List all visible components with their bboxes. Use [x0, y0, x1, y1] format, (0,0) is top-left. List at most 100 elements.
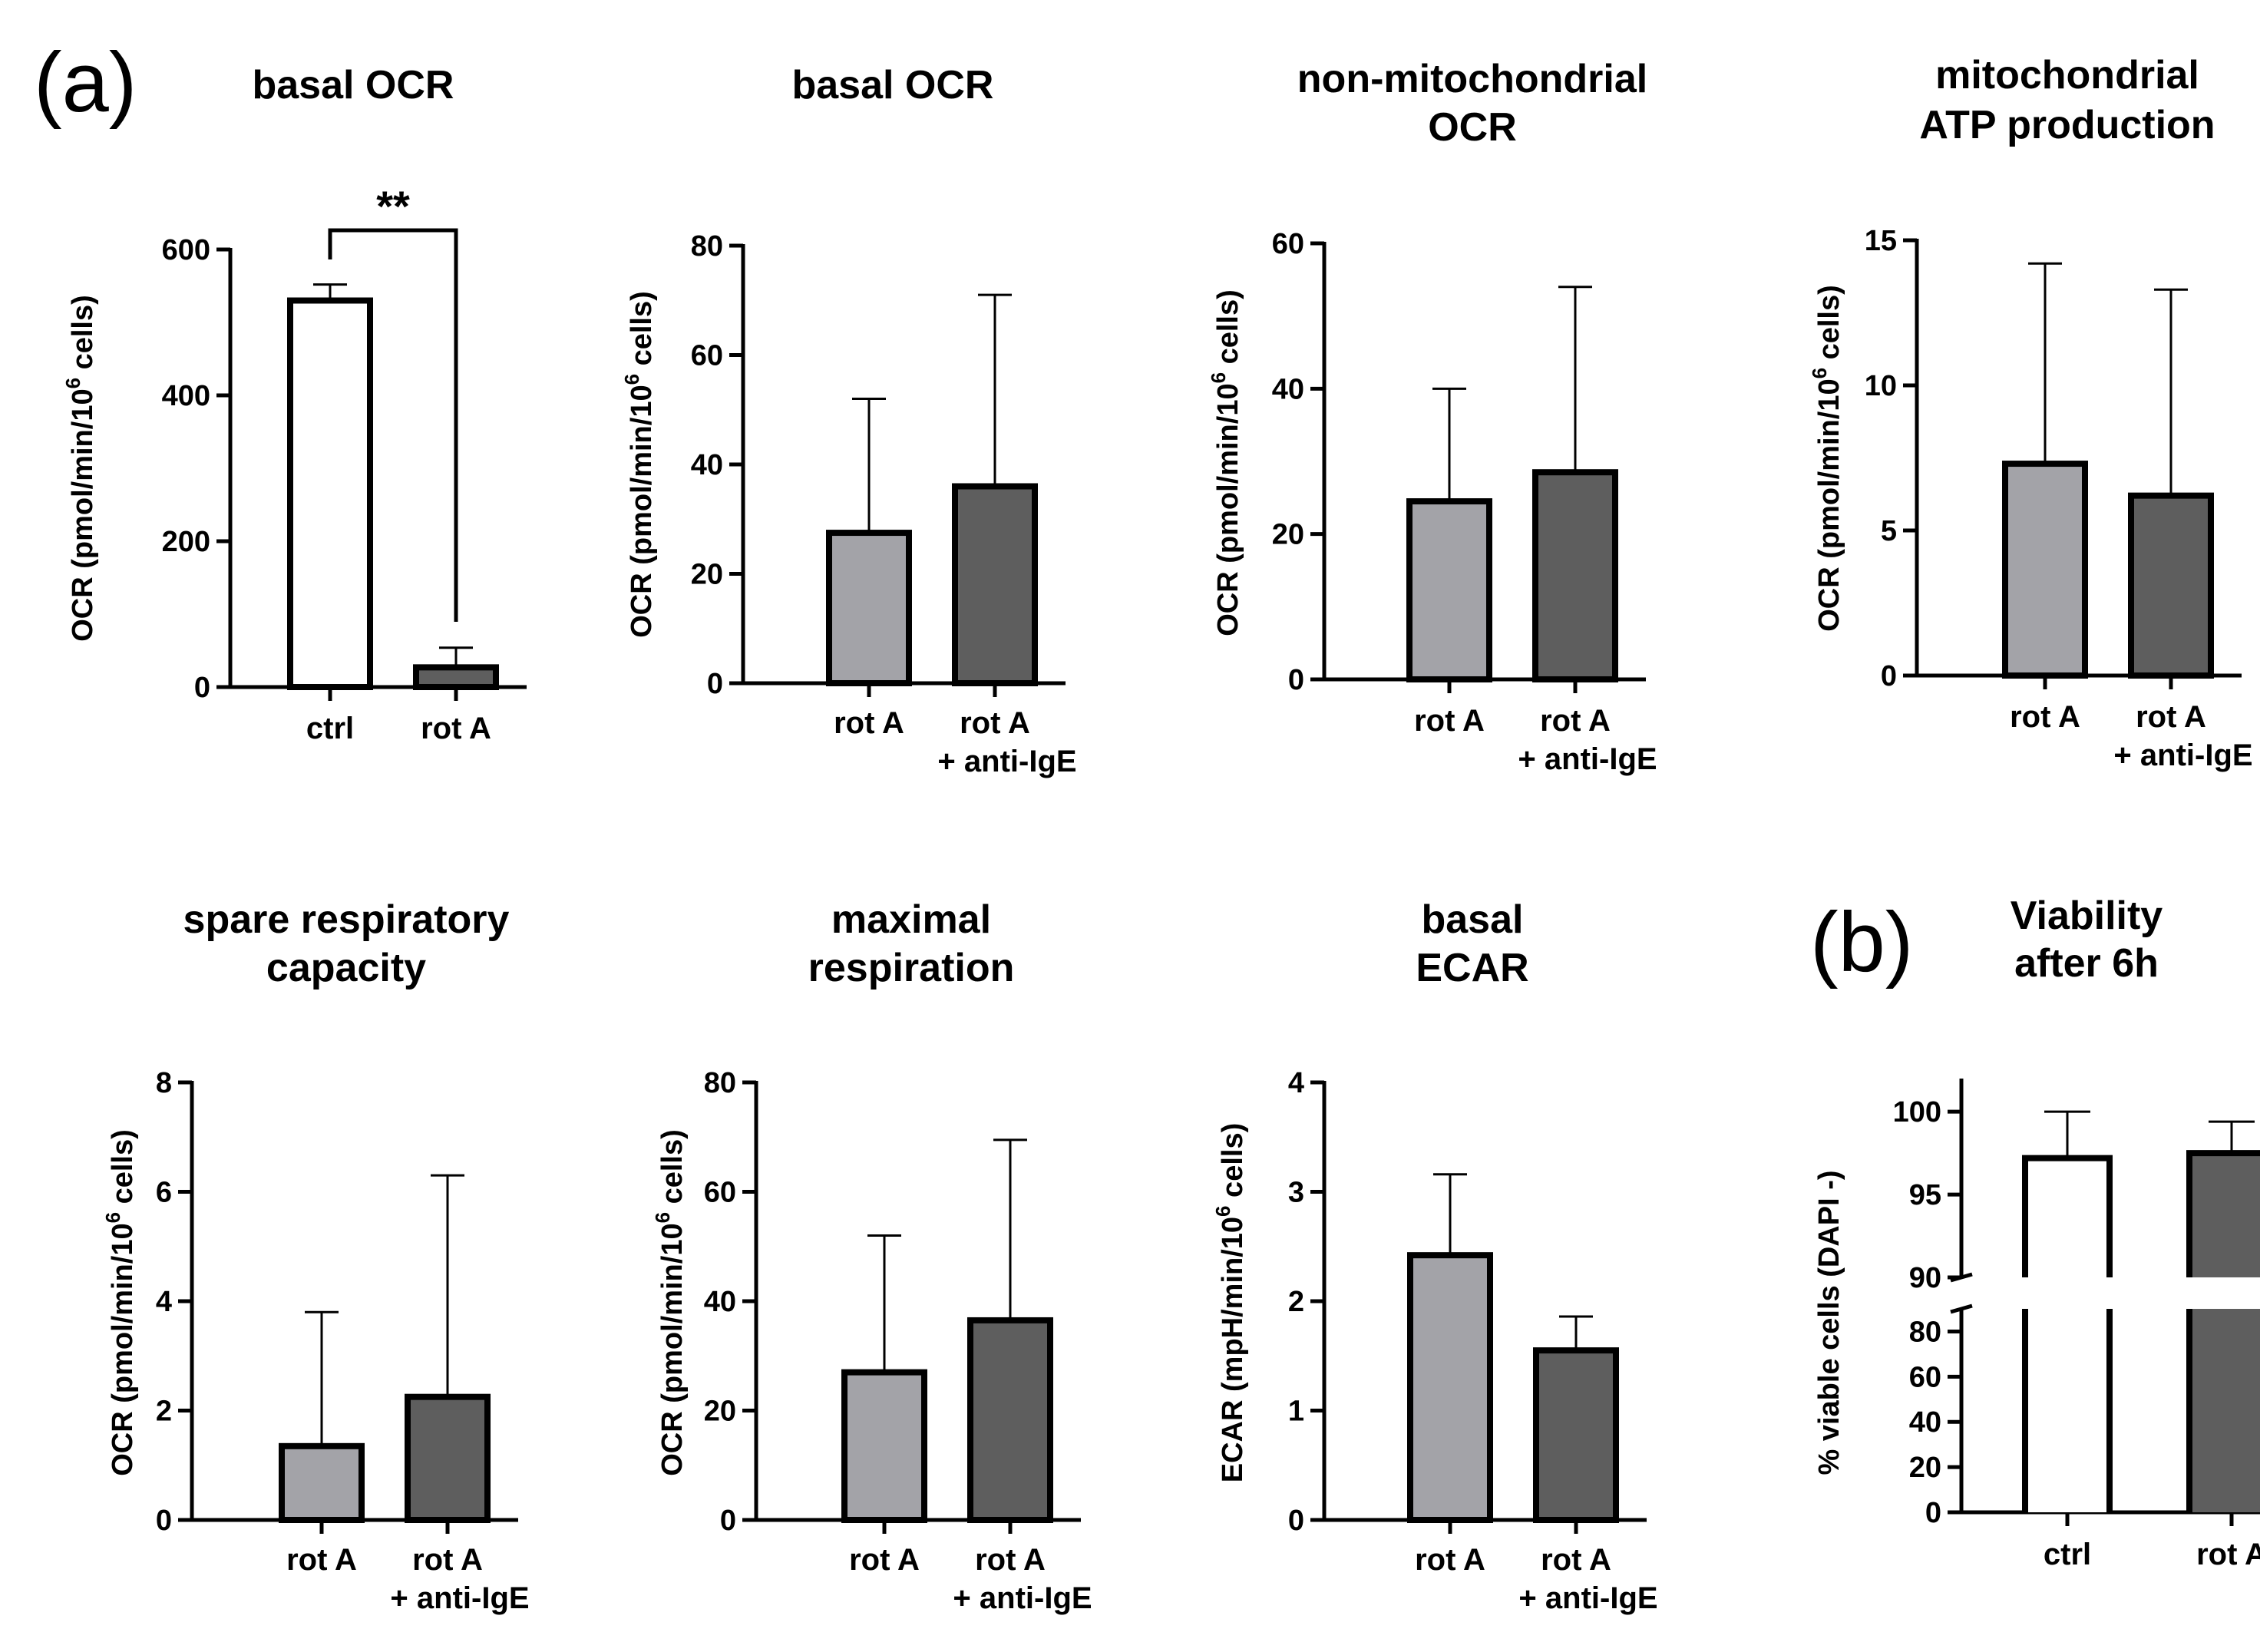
- y-axis-title: ECAR (mpH/min/106 cells): [1211, 1123, 1249, 1482]
- y-axis-title-tail: cells): [67, 295, 99, 378]
- bar: [967, 1317, 1053, 1523]
- y-axis-title-sup: 6: [1211, 1205, 1234, 1216]
- y-tick-label: 80: [1909, 1316, 1941, 1348]
- bar: [1406, 498, 1492, 682]
- y-axis-title: OCR (pmol/min/106 cells): [101, 1129, 139, 1476]
- y-axis-title: OCR (pmol/min/106 cells): [1207, 289, 1244, 636]
- x-tick-label: rot A: [1540, 704, 1611, 738]
- y-axis-title: OCR (pmol/min/106 cells): [620, 291, 658, 638]
- x-tick-label: rot A: [975, 1543, 1046, 1577]
- y-tick-label: 40: [1272, 373, 1304, 405]
- y-tick-label: 400: [162, 380, 210, 412]
- chart-title: OCR: [1428, 105, 1517, 150]
- y-axis-title-sup: 6: [651, 1212, 674, 1223]
- y-tick-label: 0: [1288, 1505, 1304, 1537]
- chart-4: mitochondrial ATP production OCR (pmol/min…: [1808, 53, 2253, 772]
- chart-1: basal OCR OCR (pmol/min/106 cells) 0 200 400…: [61, 63, 527, 745]
- y-tick-label: 15: [1865, 225, 1897, 257]
- y-tick-label: 600: [162, 234, 210, 266]
- y-axis-title-tail: cells): [107, 1129, 139, 1212]
- y-axis-title-sup: 6: [61, 378, 84, 388]
- x-tick-label: + anti-IgE: [1518, 742, 1657, 776]
- y-tick-label: 100: [1893, 1096, 1941, 1128]
- significance-stars: **: [376, 182, 410, 230]
- y-axis-title-main: OCR (pmol/min/10: [107, 1223, 139, 1475]
- y-tick-label: 0: [720, 1505, 736, 1537]
- chart-title: after 6h: [2014, 941, 2159, 986]
- bar: [841, 1369, 927, 1523]
- y-tick-label: 20: [1909, 1452, 1941, 1484]
- y-tick-label: 60: [1272, 228, 1304, 260]
- y-tick-label: 3: [1288, 1177, 1304, 1209]
- y-axis-title: OCR (pmol/min/106 cells): [1808, 285, 1845, 632]
- y-axis-title-sup: 6: [620, 374, 643, 385]
- y-tick-label: 40: [1909, 1406, 1941, 1439]
- y-tick-label: 5: [1881, 515, 1897, 547]
- y-tick-label: 4: [1288, 1067, 1304, 1099]
- y-axis-title-main: OCR (pmol/min/10: [656, 1223, 689, 1475]
- chart-title: basal OCR: [792, 63, 994, 107]
- y-tick-label: 200: [162, 526, 210, 558]
- x-tick-label: + anti-IgE: [2113, 738, 2252, 772]
- chart-title: basal OCR: [253, 63, 454, 107]
- y-tick-label: 0: [194, 672, 210, 704]
- y-axis-title-main: % viable cells (DAPI -): [1813, 1170, 1845, 1475]
- x-tick-label: rot A: [849, 1543, 920, 1577]
- x-tick-label: rot A: [286, 1543, 357, 1577]
- bar: [826, 530, 912, 686]
- bar: [2128, 492, 2214, 679]
- bar-upper: [2186, 1150, 2260, 1277]
- y-axis-title-sup: 6: [1808, 368, 1831, 378]
- bar: [1533, 1347, 1619, 1523]
- y-tick-label: 95: [1909, 1179, 1941, 1211]
- axis-break-mark: [1950, 1303, 1973, 1314]
- x-tick-label: + anti-IgE: [390, 1581, 529, 1615]
- y-axis-title-tail: cells): [1217, 1123, 1249, 1206]
- x-tick-label: rot A: [1414, 704, 1485, 738]
- y-tick-label: 0: [1881, 660, 1897, 692]
- y-tick-label: 2: [156, 1396, 172, 1428]
- bar: [287, 297, 373, 690]
- y-axis-title-sup: 6: [101, 1212, 124, 1223]
- chart-title: respiration: [808, 946, 1015, 990]
- bar: [405, 1393, 491, 1523]
- chart-2: basal OCR OCR (pmol/min/106 cells) 0 20 40 60…: [620, 63, 1077, 778]
- x-tick-label: rot A: [2010, 700, 2080, 734]
- y-tick-label: 2: [1288, 1286, 1304, 1318]
- y-axis-title-main: OCR (pmol/min/10: [67, 388, 99, 641]
- y-tick-label: 0: [1288, 664, 1304, 696]
- bar: [2002, 461, 2088, 679]
- x-tick-label: + anti-IgE: [953, 1581, 1092, 1615]
- x-tick-label: + anti-IgE: [1518, 1581, 1657, 1615]
- bar-lower-fill: [2189, 1309, 2260, 1512]
- chart-title: mitochondrial: [1935, 53, 2199, 97]
- bar: [279, 1442, 365, 1523]
- chart-title: maximal: [831, 897, 991, 942]
- bar-upper: [2022, 1155, 2113, 1277]
- y-tick-label: 10: [1865, 370, 1897, 402]
- x-tick-label: rot A: [2136, 700, 2206, 734]
- y-tick-label: 0: [707, 668, 723, 700]
- y-axis-title-tail: cells): [626, 291, 658, 374]
- y-axis-title: OCR (pmol/min/106 cells): [651, 1129, 689, 1476]
- y-axis-title-main: ECAR (mpH/min/10: [1217, 1217, 1249, 1482]
- y-axis-title-sup: 6: [1207, 372, 1230, 383]
- y-axis-title: % viable cells (DAPI -): [1813, 1170, 1845, 1475]
- y-tick-label: 20: [704, 1396, 736, 1428]
- bar: [1407, 1252, 1493, 1524]
- chart-title: non-mitochondrial: [1297, 57, 1647, 101]
- y-axis-title-main: OCR (pmol/min/10: [626, 385, 658, 637]
- bar-lower: [2186, 1309, 2192, 1512]
- x-tick-label: rot A: [2196, 1538, 2260, 1571]
- x-tick-label: rot A: [421, 712, 491, 745]
- y-tick-label: 60: [704, 1177, 736, 1209]
- bar: [413, 664, 499, 690]
- significance-bracket: [328, 228, 458, 622]
- chart-title: Viability: [2011, 894, 2163, 938]
- x-tick-label: ctrl: [2044, 1538, 2091, 1571]
